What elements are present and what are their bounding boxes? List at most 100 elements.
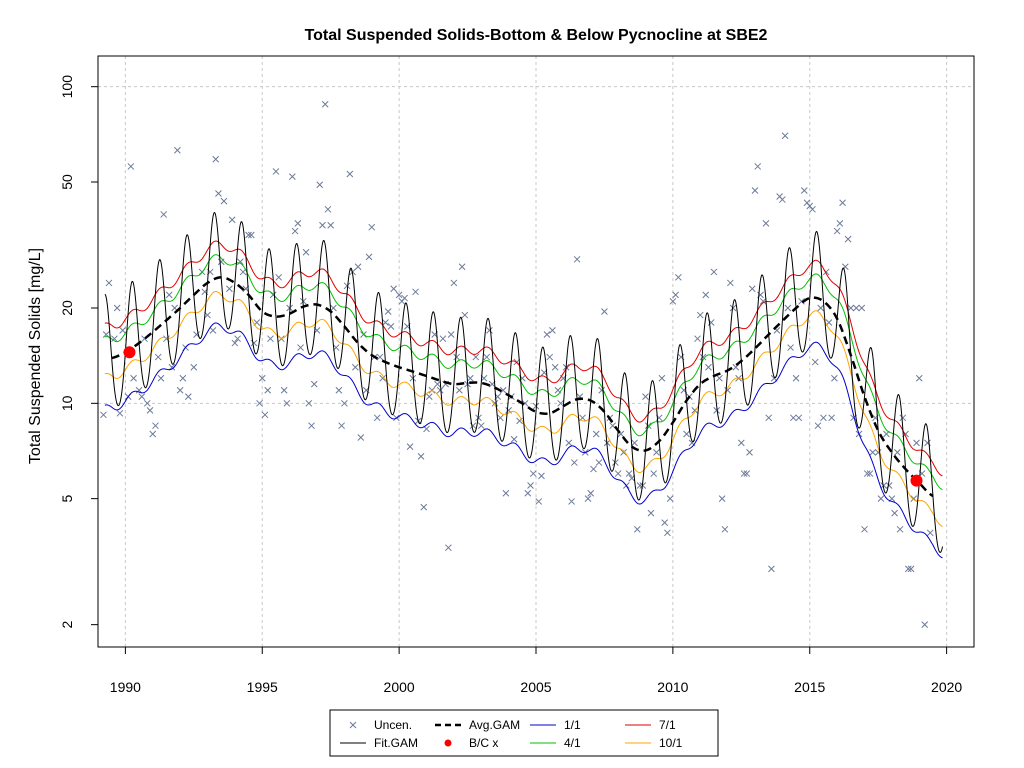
observation-point <box>184 393 192 400</box>
y-tick-label: 20 <box>59 300 75 316</box>
observation-point <box>373 414 381 422</box>
observation-point <box>765 414 773 422</box>
observation-point <box>395 291 403 299</box>
observation-point <box>710 268 718 276</box>
observation-point <box>119 327 126 334</box>
observation-point <box>716 374 723 382</box>
observation-point <box>809 205 816 213</box>
x-tick-label: 2005 <box>520 679 551 695</box>
observation-point <box>926 529 934 537</box>
observation-point <box>746 449 753 456</box>
observation-point <box>792 374 800 382</box>
observation-point <box>907 565 915 573</box>
observation-point <box>516 417 523 425</box>
observation-point <box>176 386 184 394</box>
x-tick-label: 2020 <box>931 679 962 695</box>
observation-point <box>705 363 712 371</box>
observation-point <box>891 509 898 517</box>
observation-point <box>226 285 233 293</box>
bc-point <box>123 346 136 359</box>
observation-point <box>863 470 871 477</box>
observation-point <box>601 308 608 315</box>
observation-point <box>100 411 107 419</box>
observation-point <box>289 173 296 180</box>
observation-point <box>625 470 633 477</box>
observation-point <box>382 319 389 326</box>
observation-point <box>425 393 433 400</box>
observation-point <box>836 220 844 227</box>
observation-point <box>713 407 721 414</box>
observation-point <box>165 291 173 299</box>
axes: 1990 1995 2000 2005 2010 2015 2020 2 5 10 20 50 100 <box>59 75 962 695</box>
observation-point <box>529 470 537 477</box>
observation-point <box>795 414 803 422</box>
observation-point <box>160 211 168 218</box>
observation-point <box>751 187 759 194</box>
observation-point <box>557 399 564 407</box>
observation-point <box>272 168 280 175</box>
observation-point <box>310 380 318 388</box>
legend-label: 4/1 <box>564 736 581 750</box>
observation-point <box>455 386 463 394</box>
x-tick-label: 2000 <box>384 679 415 695</box>
observation-point <box>828 414 836 422</box>
observation-point <box>365 253 373 261</box>
observation-point <box>138 393 146 400</box>
observation-point <box>568 498 575 505</box>
y-axis-label: Total Suspended Solids [mg/L] <box>27 248 44 464</box>
observation-point <box>915 374 923 382</box>
y-tick-label: 50 <box>59 174 75 190</box>
observation-point <box>694 335 701 343</box>
observation-point <box>351 363 359 371</box>
x-tick-label: 1990 <box>110 679 141 695</box>
observation-point <box>896 525 904 533</box>
legend-symbol <box>349 721 357 729</box>
observation-point <box>592 430 600 438</box>
observation-point <box>642 393 649 400</box>
percentile-curve <box>104 291 943 527</box>
observation-point <box>491 399 499 407</box>
observation-point <box>486 327 493 334</box>
observation-point <box>236 258 244 266</box>
observation-point <box>590 465 597 473</box>
observation-point <box>595 459 603 466</box>
observation-point <box>420 503 428 511</box>
observation-point <box>858 304 866 312</box>
observation-point <box>814 422 822 430</box>
observation-point <box>469 422 477 430</box>
observation-point <box>497 414 504 422</box>
observation-point <box>146 407 154 414</box>
observation-point <box>436 386 444 394</box>
bc-points <box>123 346 923 487</box>
observation-point <box>154 353 162 361</box>
observation-point <box>324 205 332 213</box>
observation-point <box>338 422 345 430</box>
observation-point <box>401 294 408 302</box>
observation-point <box>247 231 255 239</box>
observation-point <box>674 273 682 281</box>
observation-point <box>343 282 351 290</box>
gam-curves <box>104 212 944 559</box>
observation-point <box>811 358 819 366</box>
y-tick-label: 5 <box>59 495 75 503</box>
observation-point <box>212 155 220 163</box>
observation-point <box>798 297 805 305</box>
observation-point <box>800 187 808 194</box>
observation-point <box>861 525 868 533</box>
observation-point <box>330 304 337 312</box>
observation-point <box>261 411 269 419</box>
legend-box <box>329 709 719 757</box>
percentile-curve <box>104 240 943 477</box>
observation-point <box>768 565 775 573</box>
observation-point <box>111 335 118 343</box>
observation-point <box>921 621 929 629</box>
observation-point <box>620 449 627 456</box>
observation-point <box>116 409 124 417</box>
observation-point <box>718 495 726 503</box>
observation-point <box>502 489 510 497</box>
observation-point <box>527 482 534 489</box>
observation-point <box>319 221 326 229</box>
observation-point <box>721 525 729 533</box>
legend-label: Avg.GAM <box>469 718 520 732</box>
observation-point <box>256 399 263 407</box>
